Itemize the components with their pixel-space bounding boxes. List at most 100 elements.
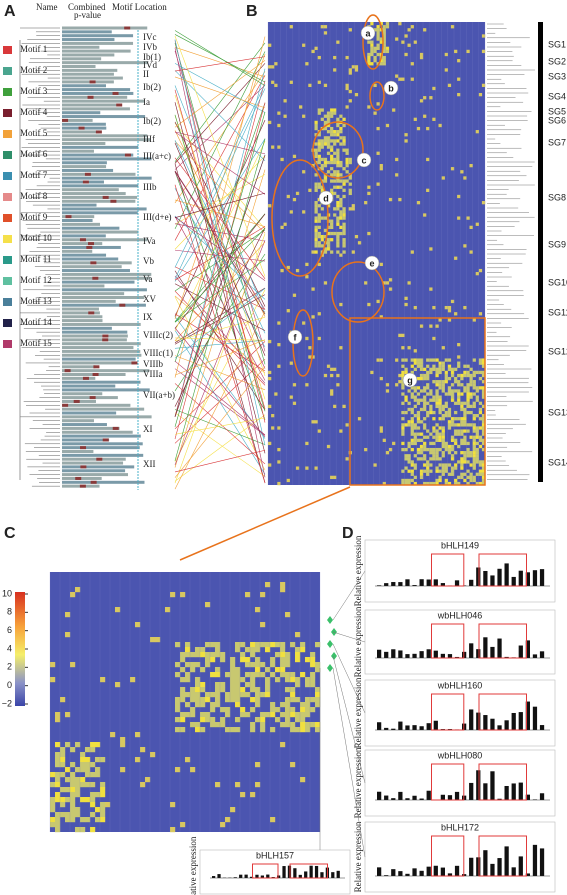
heat-cell <box>240 657 246 663</box>
heat-cell <box>466 451 470 455</box>
heat-cell <box>481 438 486 442</box>
heat-cell <box>342 117 346 121</box>
heat-cell <box>342 188 346 192</box>
heat-cell <box>85 772 91 778</box>
motif-row <box>62 392 103 396</box>
heat-cell <box>140 747 146 753</box>
heat-cell <box>190 712 196 718</box>
motif-row <box>62 72 114 76</box>
heat-cell <box>245 682 251 688</box>
heat-cell <box>55 792 61 798</box>
heat-cell <box>478 410 483 415</box>
heat-cell <box>419 389 424 393</box>
heat-cell <box>432 441 436 446</box>
heat-cell <box>245 647 251 653</box>
heat-cell <box>333 139 337 143</box>
chart-title: wbHLH080 <box>437 750 483 760</box>
heat-cell <box>336 179 340 183</box>
heat-cell <box>185 677 191 683</box>
heat-cell <box>435 423 439 427</box>
heat-cell <box>401 364 405 368</box>
heat-cell <box>314 216 318 220</box>
heat-cell <box>326 444 331 449</box>
heat-cell <box>423 96 427 100</box>
heat-cell <box>475 389 479 393</box>
heat-cell <box>410 386 414 390</box>
heat-cell <box>404 133 408 137</box>
heat-cell <box>404 296 408 300</box>
heat-cell <box>342 228 346 233</box>
heat-cell <box>330 114 334 118</box>
heat-cell <box>326 244 331 248</box>
heat-cell <box>419 438 424 442</box>
heat-cell <box>333 55 337 60</box>
heat-cell <box>90 812 96 818</box>
heat-cell <box>339 429 343 433</box>
motif-label: Motif 13 <box>20 296 52 306</box>
heat-cell <box>317 219 321 223</box>
marker-star <box>327 616 333 624</box>
heat-cell <box>457 59 461 63</box>
heat-cell <box>317 182 321 186</box>
cluster-dot <box>402 372 418 388</box>
heat-cell <box>441 435 445 439</box>
heat-cell <box>438 417 442 421</box>
heat-cell <box>90 827 96 833</box>
expr-bar <box>405 873 410 876</box>
expr-bar <box>398 721 403 730</box>
heat-cell <box>120 737 126 743</box>
heat-cell <box>285 712 291 718</box>
heat-cell <box>481 380 486 384</box>
expr-bar <box>440 583 445 586</box>
heat-cell <box>472 463 476 467</box>
heat-cell <box>280 667 286 673</box>
colorbar-label: 10 <box>2 588 12 598</box>
subfamily-label: IVa <box>143 236 156 246</box>
heat-cell <box>333 68 337 72</box>
heat-cell <box>314 123 318 128</box>
cluster-label: f <box>294 332 298 342</box>
motif-row <box>62 288 147 292</box>
heat-cell <box>481 373 486 378</box>
expr-bar <box>532 799 538 800</box>
heat-cell <box>323 25 328 29</box>
highlight-box <box>478 763 527 801</box>
heat-cell <box>55 797 61 803</box>
heat-cell <box>55 817 61 823</box>
heat-cell <box>314 188 318 192</box>
motif-row <box>62 450 94 453</box>
group-label: SG13 <box>548 407 567 417</box>
heat-cell <box>438 386 442 390</box>
heat-cell <box>447 358 452 362</box>
heat-cell <box>419 432 424 436</box>
heat-cell <box>314 244 318 248</box>
heat-cell <box>200 652 206 658</box>
heat-cell <box>429 247 433 251</box>
motif-block <box>102 334 109 338</box>
heat-cell <box>373 49 377 54</box>
heat-cell <box>444 466 448 470</box>
heat-cell <box>385 383 390 387</box>
heat-cell <box>323 250 328 254</box>
heat-cell <box>382 55 386 60</box>
heat-cell <box>240 712 246 718</box>
link-line <box>174 30 266 86</box>
motif-swatch <box>3 151 12 159</box>
panel-label: D <box>342 525 354 542</box>
heat-cell <box>150 752 156 758</box>
heat-cell <box>280 647 286 653</box>
heat-cell <box>250 642 256 648</box>
colorbar-label: 2 <box>7 662 12 672</box>
heat-cell <box>410 417 414 421</box>
heat-cell <box>235 702 241 708</box>
heat-cell <box>317 231 321 236</box>
heat-cell <box>230 682 236 688</box>
heat-cell <box>295 677 301 683</box>
heat-cell <box>438 447 442 452</box>
heat-cell <box>235 677 241 683</box>
motif-row <box>62 211 138 215</box>
expr-bar <box>391 798 396 800</box>
heat-cell <box>260 727 266 733</box>
motif-block <box>82 180 89 184</box>
heat-cell <box>370 49 374 54</box>
